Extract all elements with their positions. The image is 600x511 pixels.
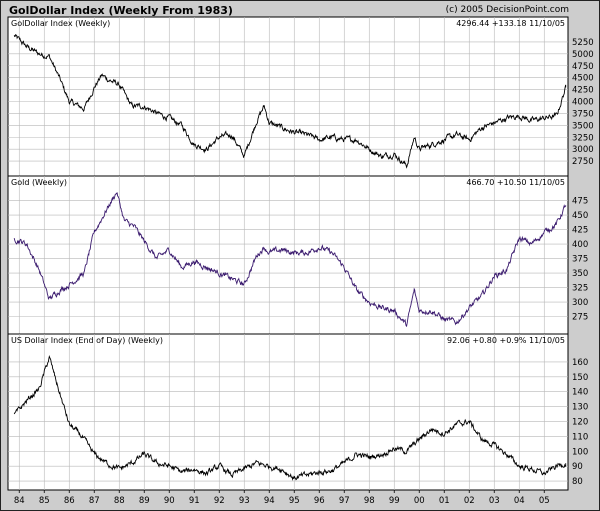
panel-title: Gold (Weekly) <box>11 178 67 187</box>
x-tick-label: 95 <box>289 496 300 506</box>
x-tick-label: 94 <box>264 496 275 506</box>
y-tick-label: 300 <box>572 298 588 308</box>
y-tick-label: 100 <box>572 447 588 457</box>
x-tick-label: 87 <box>89 496 100 506</box>
x-tick-label: 91 <box>189 496 200 506</box>
y-tick-label: 110 <box>572 432 588 442</box>
y-tick-label: 475 <box>572 197 588 207</box>
x-tick-label: 01 <box>439 496 450 506</box>
y-tick-label: 2750 <box>572 157 594 167</box>
x-tick-label: 05 <box>539 496 550 506</box>
panel-title: GolDollar Index (Weekly) <box>11 19 110 28</box>
x-tick-label: 84 <box>14 496 25 506</box>
y-tick-label: 275 <box>572 313 588 323</box>
series-line-1 <box>13 33 567 169</box>
chart-main-title: GolDollar Index (Weekly From 1983) <box>9 4 233 17</box>
y-tick-label: 3000 <box>572 145 594 155</box>
plot-area-1 <box>7 16 569 177</box>
y-tick-label: 5250 <box>572 38 594 48</box>
x-tick-label: 99 <box>389 496 400 506</box>
y-tick-label: 4000 <box>572 98 594 108</box>
series-line-3 <box>13 354 567 481</box>
y-tick-label: 3250 <box>572 133 594 143</box>
x-tick-label: 85 <box>39 496 50 506</box>
y-tick-label: 130 <box>572 403 588 413</box>
x-tick-label: 03 <box>489 496 500 506</box>
x-tick-label: 90 <box>164 496 175 506</box>
panel-summary: 4296.44 +133.18 11/10/05 <box>456 19 565 28</box>
y-tick-label: 80 <box>572 477 583 487</box>
x-tick-label: 88 <box>114 496 125 506</box>
x-tick-label: 04 <box>514 496 525 506</box>
copyright-label: (c) 2005 DecisionPoint.com <box>445 5 569 15</box>
y-tick-label: 90 <box>572 462 583 472</box>
y-tick-label: 120 <box>572 417 588 427</box>
y-tick-label: 350 <box>572 269 588 279</box>
y-tick-label: 4500 <box>572 74 594 84</box>
panel-summary: 92.06 +0.80 +0.9% 11/10/05 <box>447 336 565 345</box>
x-tick-label: 02 <box>464 496 475 506</box>
y-tick-label: 3750 <box>572 109 594 119</box>
x-tick-label: 92 <box>214 496 225 506</box>
y-tick-label: 4750 <box>572 62 594 72</box>
plot-area-3 <box>7 333 569 491</box>
y-tick-label: 400 <box>572 240 588 250</box>
y-tick-label: 325 <box>572 284 588 294</box>
x-tick-label: 89 <box>139 496 150 506</box>
y-tick-label: 140 <box>572 388 588 398</box>
plot-area-2 <box>7 175 569 335</box>
x-tick-label: 00 <box>414 496 425 506</box>
y-tick-label: 160 <box>572 358 588 368</box>
y-tick-label: 5000 <box>572 50 594 60</box>
x-tick-label: 98 <box>364 496 375 506</box>
panel-title: US Dollar Index (End of Day) (Weekly) <box>11 336 163 345</box>
y-tick-label: 450 <box>572 211 588 221</box>
y-tick-label: 4250 <box>572 86 594 96</box>
y-tick-label: 3500 <box>572 121 594 131</box>
x-tick-label: 96 <box>314 496 325 506</box>
panel-summary: 466.70 +10.50 11/10/05 <box>466 178 565 187</box>
x-tick-label: 97 <box>339 496 350 506</box>
x-tick-label: 86 <box>64 496 75 506</box>
x-tick-label: 93 <box>239 496 250 506</box>
y-tick-label: 150 <box>572 373 588 383</box>
series-line-2 <box>13 192 567 328</box>
y-tick-label: 375 <box>572 255 588 265</box>
y-tick-label: 425 <box>572 226 588 236</box>
